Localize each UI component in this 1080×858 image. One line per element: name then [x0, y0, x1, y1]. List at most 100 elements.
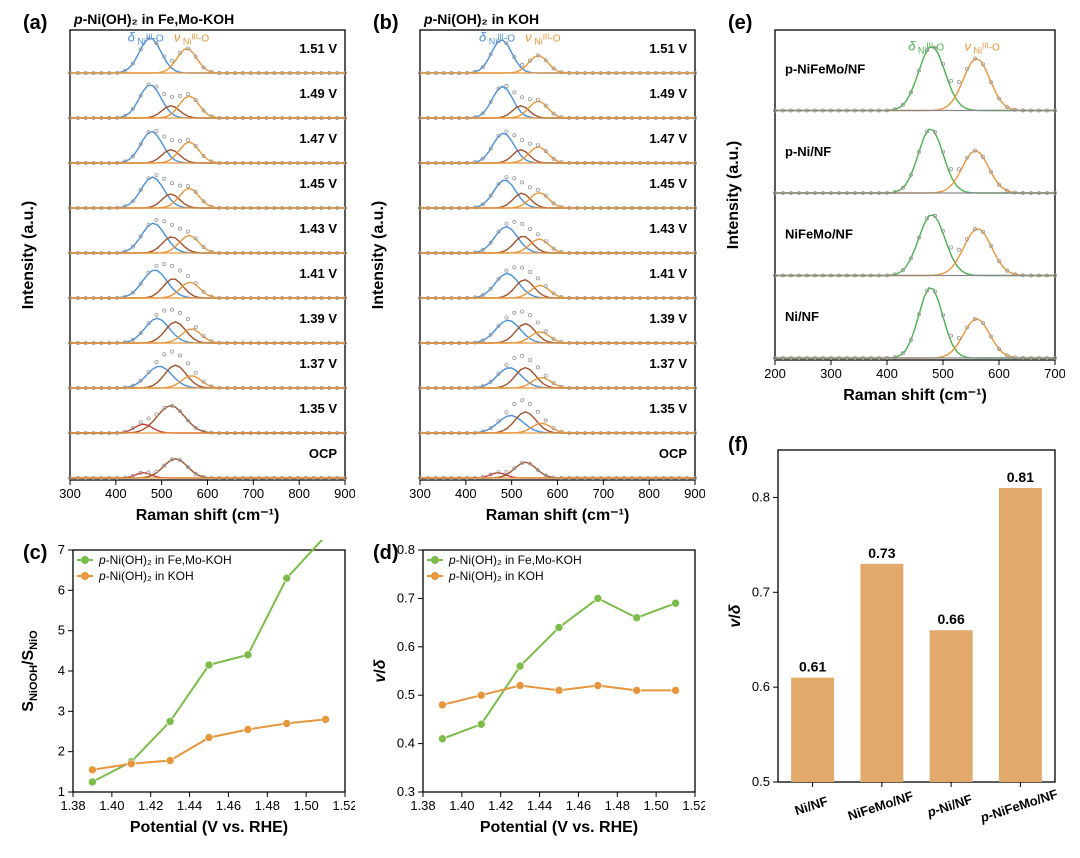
- svg-text:4: 4: [58, 663, 65, 678]
- svg-text:p-Ni(OH)₂ in KOH: p-Ni(OH)₂ in KOH: [423, 11, 539, 27]
- svg-text:1.52: 1.52: [332, 798, 355, 813]
- stacked-raman-b: 300 400 500 600 700 800 900 Raman shift (cm⁻¹) I…: [365, 8, 705, 528]
- svg-text:500: 500: [151, 486, 173, 501]
- svg-text:Raman shift (cm⁻¹): Raman shift (cm⁻¹): [136, 507, 280, 524]
- svg-text:1.38: 1.38: [60, 798, 85, 813]
- svg-text:1.44: 1.44: [527, 798, 552, 813]
- svg-text:p-Ni(OH)₂ in Fe,Mo-KOH: p-Ni(OH)₂ in Fe,Mo-KOH: [448, 553, 582, 567]
- line-chart-d: 1.38 1.40 1.42 1.44 1.46 1.48 1.50 1.52 0.3 0.4 0.…: [365, 540, 705, 840]
- svg-text:7: 7: [58, 542, 65, 557]
- svg-text:900: 900: [684, 486, 705, 501]
- svg-text:OCP: OCP: [309, 446, 338, 461]
- svg-text:200: 200: [764, 366, 786, 381]
- svg-text:1.47 V: 1.47 V: [649, 131, 687, 146]
- svg-text:NiFeMo/NF: NiFeMo/NF: [846, 788, 915, 823]
- svg-text:NiFeMo/NF: NiFeMo/NF: [785, 226, 853, 241]
- svg-text:800: 800: [638, 486, 660, 501]
- svg-text:1.39 V: 1.39 V: [649, 311, 687, 326]
- bar-chart-f: 0.50.60.70.8v/δ0.61Ni/NF0.73NiFeMo/NF0.6…: [720, 430, 1065, 840]
- line-chart-c: 1.381.401.421.441.461.481.501.521234567P…: [15, 540, 355, 840]
- svg-text:0.7: 0.7: [397, 590, 415, 605]
- svg-text:Intensity (a.u.): Intensity (a.u.): [370, 201, 387, 309]
- svg-text:0.5: 0.5: [397, 687, 415, 702]
- svg-text:1.35 V: 1.35 V: [299, 401, 337, 416]
- svg-text:1.41 V: 1.41 V: [649, 266, 687, 281]
- svg-text:Raman shift (cm⁻¹): Raman shift (cm⁻¹): [486, 507, 630, 524]
- svg-text:300: 300: [820, 366, 842, 381]
- svg-text:1.38: 1.38: [410, 798, 435, 813]
- svg-text:1.48: 1.48: [605, 798, 630, 813]
- svg-text:700: 700: [592, 486, 614, 501]
- svg-text:0.66: 0.66: [938, 611, 965, 627]
- svg-text:δ NiIII-O: δ NiIII-O: [908, 39, 944, 56]
- svg-text:ν NiIII-O: ν NiIII-O: [525, 29, 561, 46]
- svg-text:1.41 V: 1.41 V: [299, 266, 337, 281]
- svg-text:300: 300: [59, 486, 81, 501]
- svg-text:Ni/NF: Ni/NF: [785, 309, 819, 324]
- svg-text:0.6: 0.6: [752, 679, 770, 694]
- svg-text:δ NiIII-O: δ NiIII-O: [479, 29, 515, 46]
- svg-text:1.50: 1.50: [643, 798, 668, 813]
- svg-text:1.46: 1.46: [566, 798, 591, 813]
- svg-text:p-Ni/NF: p-Ni/NF: [785, 144, 831, 159]
- svg-text:Intensity (a.u.): Intensity (a.u.): [20, 201, 37, 309]
- stacked-raman-e: 200300400500600700Raman shift (cm⁻¹)Inte…: [720, 8, 1065, 408]
- svg-text:Potential (V vs. RHE): Potential (V vs. RHE): [130, 819, 288, 836]
- svg-text:300: 300: [409, 486, 431, 501]
- svg-text:1.37 V: 1.37 V: [299, 356, 337, 371]
- svg-text:500: 500: [501, 486, 523, 501]
- stacked-raman-a: 300400500600700800900Raman shift (cm⁻¹)I…: [15, 8, 355, 528]
- svg-text:p-Ni(OH)₂ in KOH: p-Ni(OH)₂ in KOH: [448, 569, 544, 583]
- svg-text:0.3: 0.3: [397, 784, 415, 799]
- svg-text:500: 500: [932, 366, 954, 381]
- svg-text:0.4: 0.4: [397, 736, 415, 751]
- svg-text:1.40: 1.40: [99, 798, 124, 813]
- svg-text:0.6: 0.6: [397, 639, 415, 654]
- svg-text:0.81: 0.81: [1007, 469, 1034, 485]
- svg-text:800: 800: [288, 486, 310, 501]
- svg-text:0.61: 0.61: [799, 659, 826, 675]
- svg-text:p-Ni/NF: p-Ni/NF: [924, 791, 974, 820]
- svg-text:6: 6: [58, 582, 65, 597]
- svg-text:600: 600: [547, 486, 569, 501]
- svg-text:Raman shift (cm⁻¹): Raman shift (cm⁻¹): [843, 387, 987, 404]
- svg-text:0.8: 0.8: [397, 542, 415, 557]
- svg-text:700: 700: [1044, 366, 1065, 381]
- svg-text:1.37 V: 1.37 V: [649, 356, 687, 371]
- svg-text:1.40: 1.40: [449, 798, 474, 813]
- svg-text:600: 600: [197, 486, 219, 501]
- svg-text:1.45 V: 1.45 V: [299, 176, 337, 191]
- svg-text:OCP: OCP: [659, 446, 688, 461]
- svg-text:5: 5: [58, 623, 65, 638]
- svg-text:1.43 V: 1.43 V: [649, 221, 687, 236]
- svg-text:2: 2: [58, 744, 65, 759]
- svg-text:p-Ni(OH)₂ in KOH: p-Ni(OH)₂ in KOH: [98, 569, 194, 583]
- svg-text:1.42: 1.42: [488, 798, 513, 813]
- svg-text:v/δ: v/δ: [372, 659, 389, 682]
- svg-text:700: 700: [242, 486, 264, 501]
- svg-text:p-Ni(OH)₂ in Fe,Mo-KOH: p-Ni(OH)₂ in Fe,Mo-KOH: [73, 11, 234, 27]
- svg-text:1.42: 1.42: [138, 798, 163, 813]
- svg-text:1.49 V: 1.49 V: [299, 86, 337, 101]
- svg-text:Ni/NF: Ni/NF: [793, 793, 830, 818]
- svg-text:1.44: 1.44: [177, 798, 202, 813]
- svg-text:1.39 V: 1.39 V: [299, 311, 337, 326]
- svg-text:400: 400: [105, 486, 127, 501]
- svg-text:1.45 V: 1.45 V: [649, 176, 687, 191]
- svg-text:400: 400: [455, 486, 477, 501]
- svg-text:1.46: 1.46: [216, 798, 241, 813]
- svg-text:1.43 V: 1.43 V: [299, 221, 337, 236]
- svg-text:0.5: 0.5: [752, 774, 770, 789]
- svg-text:p-NiFeMo/NF: p-NiFeMo/NF: [785, 61, 865, 76]
- svg-text:1.52: 1.52: [682, 798, 705, 813]
- svg-text:1.48: 1.48: [255, 798, 280, 813]
- svg-text:0.73: 0.73: [868, 545, 895, 561]
- svg-text:1.47 V: 1.47 V: [299, 131, 337, 146]
- svg-text:1.49 V: 1.49 V: [649, 86, 687, 101]
- svg-text:1.50: 1.50: [293, 798, 318, 813]
- svg-text:1.35 V: 1.35 V: [649, 401, 687, 416]
- svg-text:Intensity (a.u.): Intensity (a.u.): [725, 141, 742, 249]
- svg-text:0.8: 0.8: [752, 489, 770, 504]
- svg-text:δ NiIII-O: δ NiIII-O: [128, 29, 164, 46]
- svg-text:p-NiFeMo/NF: p-NiFeMo/NF: [978, 786, 1060, 825]
